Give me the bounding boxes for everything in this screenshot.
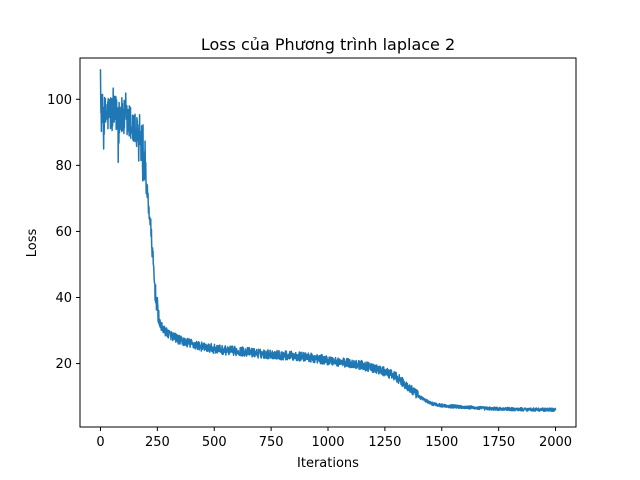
y-tick-label: 20 <box>55 357 72 372</box>
x-tick-label: 1000 <box>311 435 344 450</box>
y-tick-label: 100 <box>47 93 72 108</box>
x-tick-label: 1500 <box>425 435 458 450</box>
chart-title: Loss của Phương trình laplace 2 <box>201 35 455 54</box>
x-axis-label: Iterations <box>297 456 359 471</box>
y-axis: 20 40 60 80 100 <box>47 93 80 372</box>
x-tick-label: 500 <box>202 435 227 450</box>
y-tick-label: 60 <box>55 225 72 240</box>
x-axis: 0 250 500 750 1000 1250 1500 1750 2000 <box>96 427 572 450</box>
x-tick-label: 250 <box>145 435 170 450</box>
y-axis-label: Loss <box>25 229 40 258</box>
x-tick-label: 1750 <box>482 435 515 450</box>
x-tick-label: 2000 <box>539 435 572 450</box>
x-tick-label: 0 <box>96 435 104 450</box>
x-tick-label: 1250 <box>368 435 401 450</box>
y-tick-label: 40 <box>55 291 72 306</box>
loss-series-line <box>99 69 557 413</box>
y-tick-label: 80 <box>55 159 72 174</box>
x-tick-label: 750 <box>259 435 284 450</box>
